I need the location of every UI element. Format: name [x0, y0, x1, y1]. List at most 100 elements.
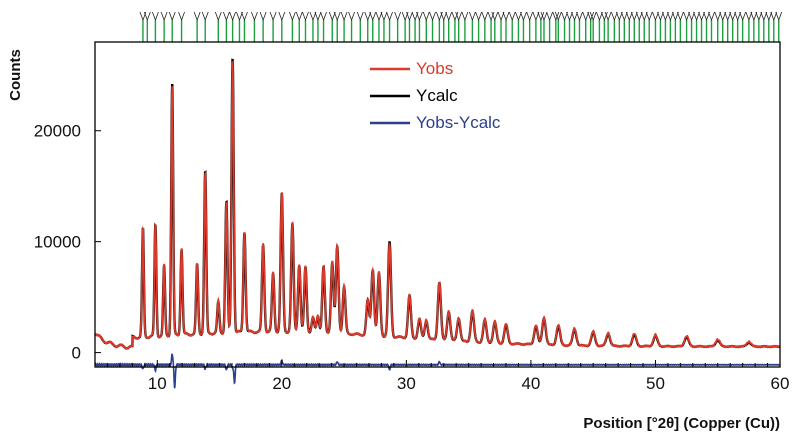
- x-tick-label: 10: [148, 374, 167, 393]
- reflection-marker: [739, 11, 747, 22]
- reflection-marker: [201, 11, 209, 22]
- reflection-marker: [765, 11, 773, 22]
- reflection-marker: [369, 11, 377, 22]
- reflection-marker: [604, 11, 612, 22]
- reflection-marker: [640, 11, 648, 22]
- reflection-marker: [552, 11, 560, 22]
- y-tick-label: 0: [72, 344, 81, 363]
- reflection-marker: [152, 11, 159, 22]
- reflection-marker: [422, 11, 430, 22]
- reflection-marker: [508, 11, 516, 22]
- reflection-marker: [445, 11, 453, 22]
- reflection-marker: [745, 11, 753, 22]
- reflection-marker: [719, 11, 727, 22]
- reflection-marker: [625, 11, 633, 22]
- reflection-marker: [193, 11, 201, 22]
- reflection-marker: [429, 11, 436, 22]
- reflection-marker: [475, 11, 482, 22]
- reflection-marker: [278, 11, 286, 22]
- reflection-marker: [610, 11, 618, 22]
- reflection-marker: [620, 11, 628, 22]
- reflection-marker: [328, 11, 336, 22]
- reflection-marker: [662, 11, 669, 22]
- reflection-marker: [703, 11, 710, 22]
- reflection-marker: [734, 11, 742, 22]
- reflection-marker: [693, 11, 700, 22]
- reflection-marker: [515, 11, 522, 22]
- reflection-marker: [160, 11, 168, 22]
- x-tick-label: 20: [272, 374, 291, 393]
- reflection-marker: [750, 11, 758, 22]
- reflection-marker: [755, 11, 763, 22]
- series-layer: [94, 58, 781, 389]
- reflection-marker: [546, 11, 553, 22]
- y-tick-label: 10000: [34, 233, 81, 252]
- reflection-marker: [532, 11, 540, 22]
- reflection-marker: [320, 11, 327, 22]
- reflection-marker: [576, 11, 583, 22]
- reflection-marker: [497, 11, 505, 22]
- reflection-marker: [461, 11, 469, 22]
- y-axis-title: Counts: [7, 49, 24, 101]
- reflection-marker: [698, 11, 705, 22]
- y-tick-label: 20000: [34, 122, 81, 141]
- reflection-marker: [526, 11, 534, 22]
- reflection-marker: [143, 11, 151, 22]
- x-tick-label: 40: [521, 374, 540, 393]
- plot-frame: [94, 41, 781, 368]
- legend: Yobs Ycalc Yobs-Ycalc: [370, 59, 501, 132]
- reflection-marker: [566, 11, 573, 22]
- reflection-marker: [251, 11, 258, 22]
- reflection-marker: [416, 11, 423, 22]
- reflection-marker: [289, 11, 296, 22]
- legend-label-ycalc: Ycalc: [416, 86, 458, 105]
- reflection-marker: [406, 11, 413, 22]
- reflection-marker: [770, 11, 778, 22]
- reflection-marker: [259, 11, 267, 22]
- reflection-marker: [724, 11, 732, 22]
- reflection-marker: [309, 11, 317, 22]
- reflection-marker: [688, 11, 695, 22]
- reflection-marker: [587, 11, 595, 22]
- series-yobs-ycalc-line: [94, 353, 780, 389]
- x-axis-title: Position [°2θ] (Copper (Cu)): [583, 415, 780, 432]
- reflection-marker: [540, 11, 548, 22]
- reflection-marker: [652, 11, 659, 22]
- reflection-marker: [440, 11, 448, 22]
- reflection-marker: [364, 11, 372, 22]
- axes-layer: 10 20 30 40 50 60 0 10000 20000: [34, 122, 790, 393]
- reflection-marker: [394, 11, 402, 22]
- reflection-marker: [537, 11, 545, 22]
- reflection-marker: [672, 11, 679, 22]
- reflection-ticks: [139, 11, 783, 42]
- reflection-marker: [561, 11, 568, 22]
- reflection-marker: [455, 11, 463, 22]
- reflection-marker: [340, 11, 348, 22]
- reflection-marker: [348, 11, 355, 22]
- reflection-marker: [333, 11, 341, 22]
- reflection-marker: [229, 11, 236, 22]
- reflection-marker: [657, 11, 664, 22]
- reflection-marker: [714, 11, 722, 22]
- reflection-marker: [615, 11, 623, 22]
- x-tick-label: 30: [397, 374, 416, 393]
- reflection-marker: [295, 11, 303, 22]
- reflection-marker: [667, 11, 674, 22]
- reflection-marker: [269, 11, 277, 22]
- reflection-marker: [635, 11, 643, 22]
- reflection-marker: [380, 11, 388, 22]
- reflection-marker: [241, 11, 248, 22]
- series-yobs-line: [94, 59, 781, 350]
- reflection-marker: [481, 11, 489, 22]
- legend-label-yobs-ycalc: Yobs-Ycalc: [416, 113, 501, 132]
- reflection-marker: [630, 11, 638, 22]
- reflection-marker: [468, 11, 476, 22]
- x-tick-label: 50: [646, 374, 665, 393]
- reflection-marker: [589, 11, 597, 22]
- reflection-marker: [582, 11, 590, 22]
- reflection-marker: [596, 11, 603, 22]
- reflection-marker: [236, 11, 243, 22]
- reflection-marker: [356, 11, 364, 22]
- reflection-marker: [729, 11, 737, 22]
